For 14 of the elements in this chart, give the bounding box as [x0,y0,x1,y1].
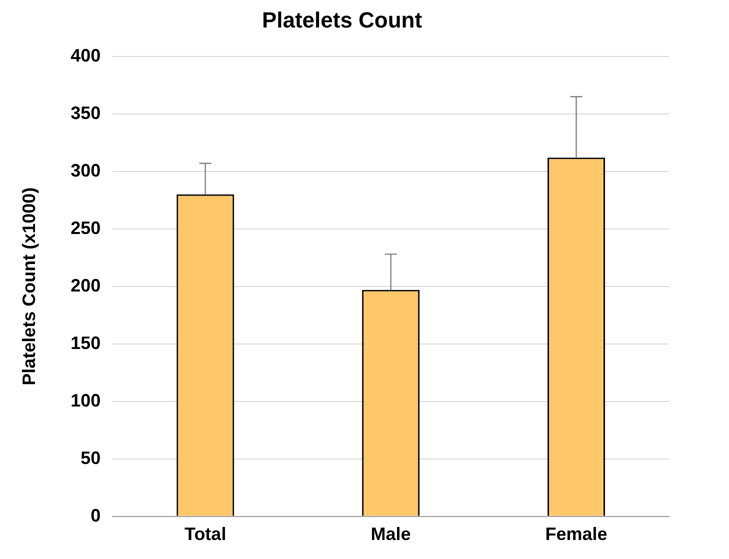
y-tick-label: 50 [80,448,101,468]
y-axis-title: Platelets Count (x1000) [18,187,39,386]
y-tick-label: 350 [70,102,101,123]
y-tick-label: 150 [70,332,101,353]
y-tick-label: 250 [70,218,101,238]
chart-title: Platelets Count [262,7,423,32]
y-tick-label: 400 [70,45,101,66]
x-tick-label: Total [184,524,226,544]
y-tick-label: 0 [90,505,101,526]
y-tick-label: 100 [70,390,101,410]
y-tick-label: 200 [70,275,101,296]
x-tick-label: Male [370,524,411,544]
y-tick-label: 300 [70,160,101,180]
x-tick-label: Female [545,524,608,544]
